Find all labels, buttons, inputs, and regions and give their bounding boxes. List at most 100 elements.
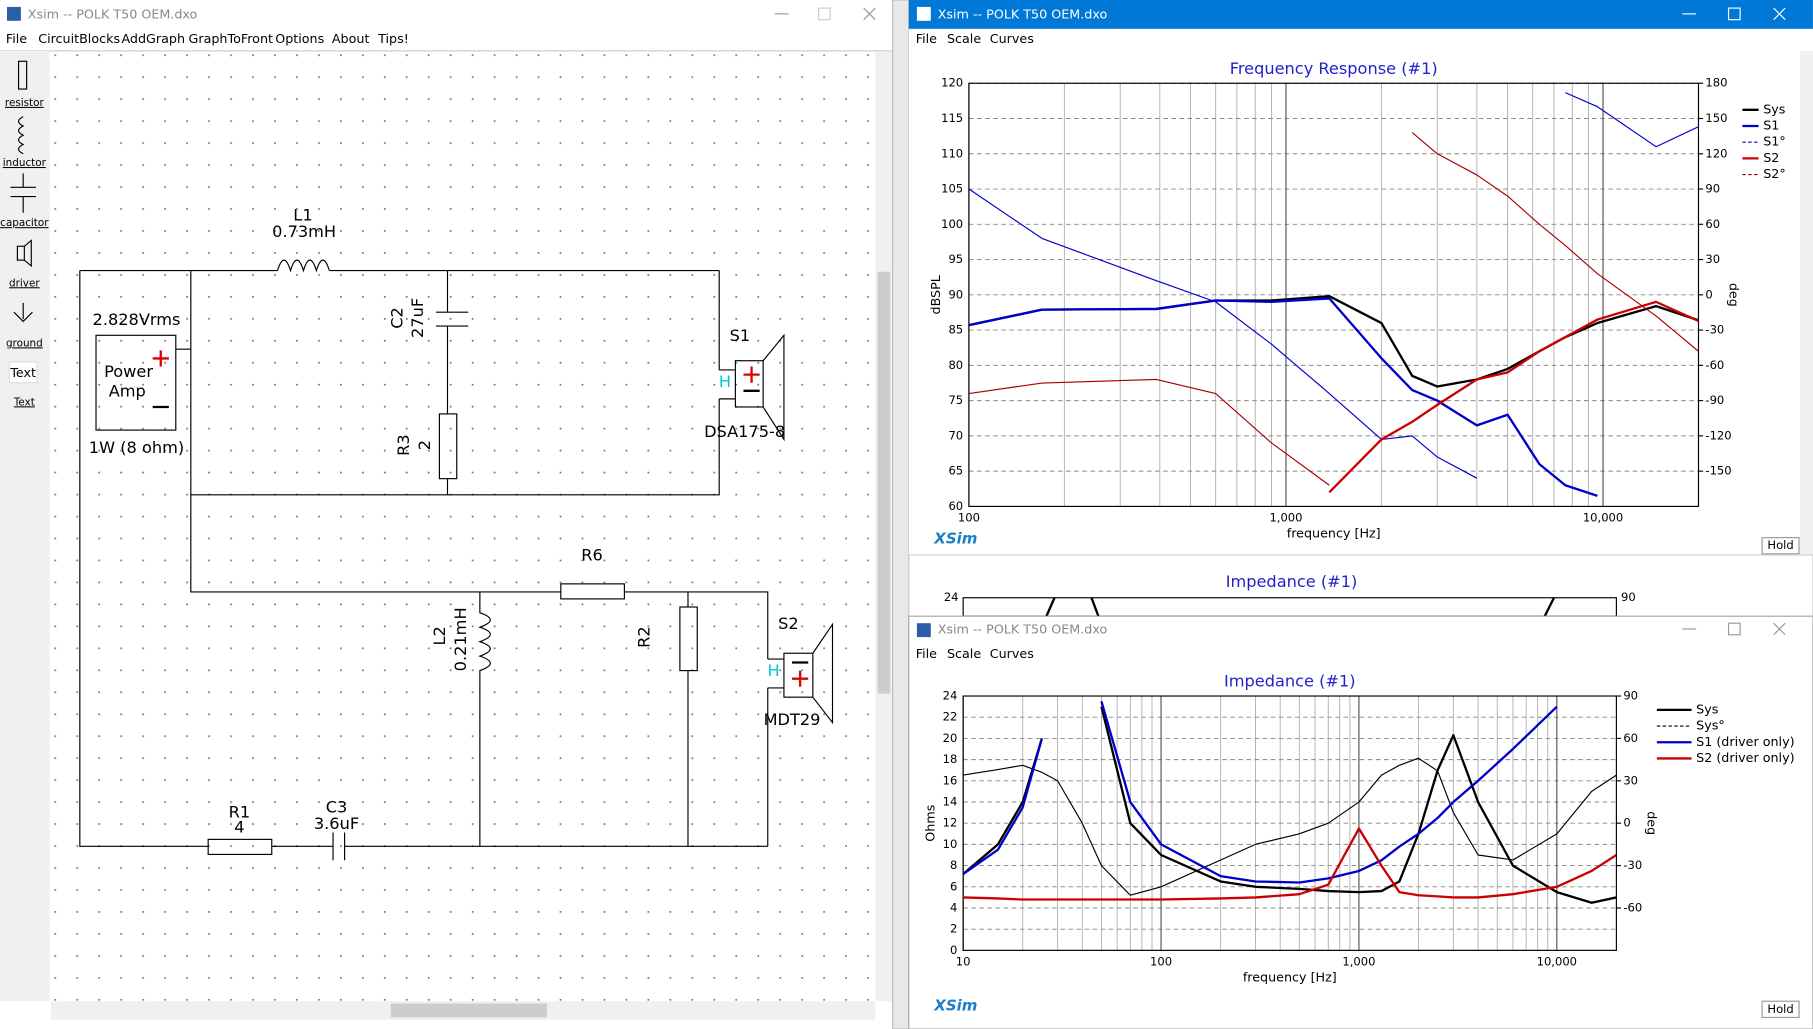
menu-item[interactable]: CircuitBlocks bbox=[38, 31, 120, 46]
driver-marker: H bbox=[719, 372, 731, 391]
window-bg bbox=[908, 554, 1813, 617]
legend-label: Sys° bbox=[1696, 718, 1725, 733]
v-scroll-thumb[interactable] bbox=[877, 271, 891, 694]
legend-label: S1 bbox=[1763, 118, 1779, 133]
y-tick-label: 110 bbox=[941, 146, 963, 160]
x-tick-label: 10,000 bbox=[1537, 954, 1577, 968]
y-tick-label: 24 bbox=[943, 689, 958, 703]
y2-tick-label: -30 bbox=[1623, 858, 1642, 872]
y2-tick-label: 60 bbox=[1705, 217, 1720, 231]
tool-label[interactable]: driver bbox=[9, 277, 40, 289]
v-scrollbar[interactable] bbox=[1800, 50, 1813, 555]
window-title: Xsim -- POLK T50 OEM.dxo bbox=[28, 7, 198, 22]
polarity-signs bbox=[152, 350, 809, 687]
background-chart-window: Impedance (#1) 24 90 bbox=[908, 554, 1813, 617]
series-line bbox=[1328, 300, 1699, 494]
amp-name: Power bbox=[104, 362, 153, 381]
y-tick-label: 60 bbox=[948, 499, 963, 513]
y2-tick-label: 90 bbox=[1621, 590, 1636, 604]
impedance-window: Xsim -- POLK T50 OEM.dxo File Scale Curv… bbox=[908, 615, 1813, 1029]
hold-label[interactable]: Hold bbox=[1767, 538, 1793, 552]
amp-name: Amp bbox=[109, 381, 146, 400]
menu-item[interactable]: Curves bbox=[990, 31, 1034, 46]
y-tick-label: 18 bbox=[943, 752, 958, 766]
y2-tick-label: -30 bbox=[1705, 323, 1724, 337]
background-window-edge bbox=[892, 0, 910, 1029]
menu-item[interactable]: File bbox=[916, 31, 937, 46]
legend-label: Sys bbox=[1696, 701, 1718, 716]
y-tick-label: 14 bbox=[943, 795, 958, 809]
y-axis-label: Ohms bbox=[922, 805, 937, 842]
menu-item[interactable]: File bbox=[6, 31, 27, 46]
menu-item[interactable]: Scale bbox=[947, 646, 981, 661]
window-controls[interactable] bbox=[774, 7, 876, 21]
part-value: 3.6uF bbox=[314, 814, 359, 833]
app-icon bbox=[916, 6, 931, 21]
part-name: C3 bbox=[326, 798, 348, 817]
menu-item[interactable]: AddGraph bbox=[121, 31, 185, 46]
hold-button[interactable] bbox=[1761, 537, 1800, 555]
part-value: 27uF bbox=[408, 298, 427, 338]
tool-label[interactable]: Text bbox=[9, 365, 36, 380]
part-name: R1 bbox=[229, 802, 251, 821]
y2-tick-label: -60 bbox=[1623, 900, 1642, 914]
chart-title: Frequency Response (#1) bbox=[1230, 59, 1438, 78]
tool-label[interactable]: capacitor bbox=[0, 217, 49, 229]
window-bg bbox=[908, 28, 1813, 555]
menu-item[interactable]: File bbox=[916, 646, 937, 661]
y-tick-label: 4 bbox=[950, 900, 957, 914]
driver-model: DSA175-8 bbox=[704, 422, 785, 441]
menu-item[interactable]: GraphToFront bbox=[189, 31, 273, 46]
app-icon bbox=[916, 623, 931, 638]
y-tick-label: 24 bbox=[944, 590, 959, 604]
menu-item[interactable]: Scale bbox=[947, 31, 981, 46]
part-name: C2 bbox=[387, 307, 406, 329]
legend-label: S2° bbox=[1763, 166, 1786, 181]
chart-title: Impedance (#1) bbox=[1226, 572, 1358, 591]
tool-label[interactable]: resistor bbox=[5, 97, 45, 109]
menu-item[interactable]: About bbox=[332, 31, 370, 46]
y-tick-label: 105 bbox=[941, 182, 963, 196]
brand: XSim bbox=[933, 529, 977, 547]
part-name: L2 bbox=[430, 626, 449, 645]
y2-tick-label: 60 bbox=[1623, 731, 1638, 745]
part-value: 4 bbox=[234, 817, 244, 836]
toolbox bbox=[0, 50, 50, 1002]
y-tick-label: 10 bbox=[943, 837, 958, 851]
schematic-window: Xsim -- POLK T50 OEM.dxo File CircuitBlo… bbox=[0, 0, 893, 1029]
y-tick-label: 12 bbox=[943, 816, 958, 830]
driver-model: MDT29 bbox=[764, 710, 821, 729]
chart-title: Impedance (#1) bbox=[1224, 672, 1356, 691]
tool-label[interactable]: ground bbox=[6, 337, 43, 349]
x-axis-label: frequency [Hz] bbox=[1243, 970, 1337, 985]
window-controls[interactable] bbox=[1682, 622, 1786, 636]
y2-tick-label: -150 bbox=[1705, 464, 1731, 478]
part-name: R3 bbox=[394, 434, 413, 456]
h-scroll-thumb[interactable] bbox=[390, 1003, 547, 1018]
response-window: Xsim -- POLK T50 OEM.dxo File Scale Curv… bbox=[908, 0, 1813, 555]
schematic-canvas[interactable] bbox=[50, 52, 876, 1002]
y2-tick-label: 0 bbox=[1705, 287, 1712, 301]
window-controls[interactable] bbox=[1682, 7, 1786, 21]
y-tick-label: 22 bbox=[943, 710, 958, 724]
window-bg bbox=[908, 615, 1813, 1029]
tool-label[interactable]: Text bbox=[13, 396, 35, 408]
tool-label[interactable]: inductor bbox=[3, 157, 47, 169]
part-value: 0.73mH bbox=[272, 222, 336, 241]
menu-item[interactable]: Options bbox=[275, 31, 324, 46]
window-title: Xsim -- POLK T50 OEM.dxo bbox=[938, 622, 1108, 637]
y-tick-label: 100 bbox=[941, 217, 963, 231]
legend-label: S1 (driver only) bbox=[1696, 734, 1794, 749]
menu-item[interactable]: Tips! bbox=[377, 31, 409, 46]
menu-item[interactable]: Curves bbox=[990, 646, 1034, 661]
y-tick-label: 75 bbox=[948, 393, 963, 407]
x-tick-label: 1,000 bbox=[1269, 510, 1302, 524]
y2-tick-label: -60 bbox=[1705, 358, 1724, 372]
y2-tick-label: 90 bbox=[1623, 689, 1638, 703]
hold-label[interactable]: Hold bbox=[1767, 1002, 1793, 1016]
part-name: R6 bbox=[581, 546, 603, 565]
hold-button[interactable] bbox=[1761, 1000, 1800, 1019]
y-tick-label: 120 bbox=[941, 76, 963, 90]
y-tick-label: 20 bbox=[943, 731, 958, 745]
